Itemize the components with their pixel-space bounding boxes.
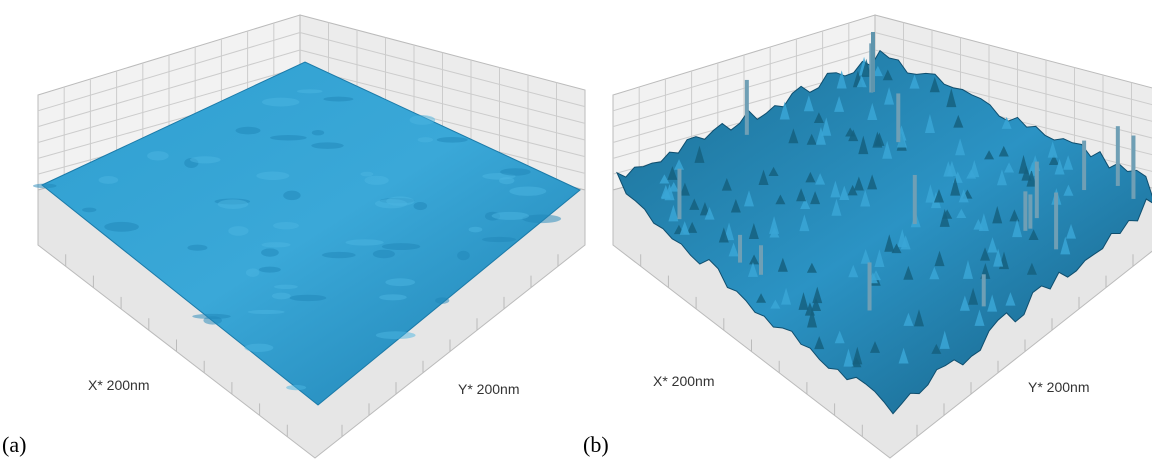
surface-texture [248,310,285,314]
surface-texture [262,98,300,107]
surface-texture [272,293,291,300]
surface-texture [418,137,433,142]
surface-texture [297,89,323,93]
surface-spike [982,274,986,306]
surface-texture [283,191,300,200]
surface-spike [913,175,917,224]
surface-texture [218,199,249,209]
surface-texture [469,227,483,233]
surface-texture [500,168,531,175]
surface-texture [311,142,343,149]
surface-spike [738,235,742,263]
surface-texture [228,226,248,236]
surface-texture [323,97,353,102]
surface-texture [410,115,436,125]
surface-texture [256,172,289,181]
surface-texture [261,248,279,256]
surface-texture [360,172,373,177]
surface-spike [868,262,872,310]
surface-spike [871,32,875,92]
surface-texture [104,222,139,232]
surface-texture [261,242,290,247]
surface-texture [245,344,274,352]
surface-texture [190,156,221,163]
surface-texture [290,295,327,301]
surface-texture [33,184,57,189]
surface-texture [259,267,281,273]
surface-texture [373,250,395,259]
x-axis-label: X* 200nm [653,373,714,389]
surface-texture [273,222,299,229]
surface-texture [376,331,416,339]
surface-spike [1054,193,1058,250]
surface-texture [379,294,407,300]
surface-texture [312,130,324,135]
surface-texture [99,176,119,184]
surface-texture [246,268,259,277]
surface-spike [745,80,749,135]
surface-texture [375,199,407,208]
surface-texture [492,212,529,220]
surface-texture [382,243,420,250]
surface-texture [82,208,96,213]
surface-texture [457,251,470,260]
x-axis-label: X* 200nm [88,377,149,393]
surface-texture [345,239,383,245]
surface-texture [322,252,356,258]
surface-texture [187,245,207,251]
surface-spike [1131,136,1135,199]
surface-texture [482,237,516,242]
surface-texture [192,314,230,319]
panel-tag: (b) [583,432,609,457]
surface-spike [677,169,681,219]
surface-texture [236,127,261,135]
surface-texture [274,285,298,289]
surface-spike [1116,126,1120,186]
surface-texture [286,385,306,390]
figure: (a) X* 200nm Y* 200nm (b) X* 200nm Y* 20… [0,0,1152,461]
y-axis-label: Y* 200nm [1028,379,1089,395]
surface-texture [364,176,388,185]
surface-texture [270,135,307,140]
y-axis-label: Y* 200nm [458,381,519,397]
surface-texture [147,151,169,160]
surface-spike [1082,141,1086,190]
surface-texture [437,137,468,143]
surface-spike [1035,162,1039,219]
surface-texture [414,202,428,210]
surface-texture [385,278,415,286]
surface-spike [1028,194,1032,228]
surface-spike [1023,191,1027,230]
surface-spike [896,93,900,142]
panel-tag: (a) [2,432,26,457]
surface-spike [759,245,763,275]
surface-texture [435,297,449,303]
surface-texture [509,187,546,196]
